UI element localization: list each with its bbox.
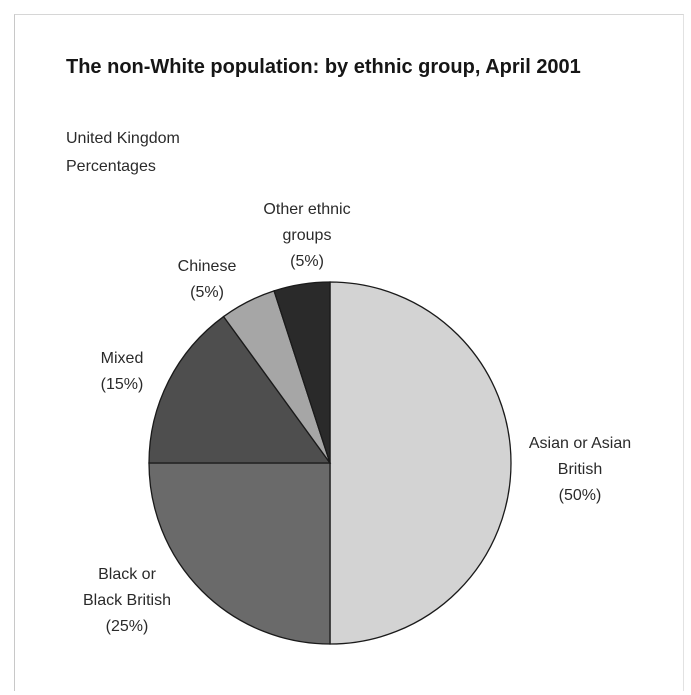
slice-label-black-or-black-british: Black or Black British (25%): [83, 566, 171, 635]
chart-title: The non-White population: by ethnic grou…: [66, 56, 581, 78]
subtitle-line-region: United Kingdom: [66, 130, 180, 147]
slice-label-mixed: Mixed (15%): [101, 350, 144, 393]
subtitle-line-units: Percentages: [66, 158, 156, 175]
pie-slice-mixed: [148, 315, 332, 464]
pie-slice-asian-or-asian-british: [329, 281, 512, 645]
slice-label-chinese: Chinese (5%): [178, 258, 237, 301]
slice-label-other-ethnic-groups: Other ethnic groups (5%): [263, 201, 350, 270]
pie-slice-black-or-black-british: [148, 462, 331, 645]
slice-label-asian-or-asian-british: Asian or Asian British (50%): [529, 435, 631, 504]
pie-slice-other-ethnic-groups: [273, 281, 331, 464]
chart-subtitle: United Kingdom Percentages: [66, 125, 180, 181]
